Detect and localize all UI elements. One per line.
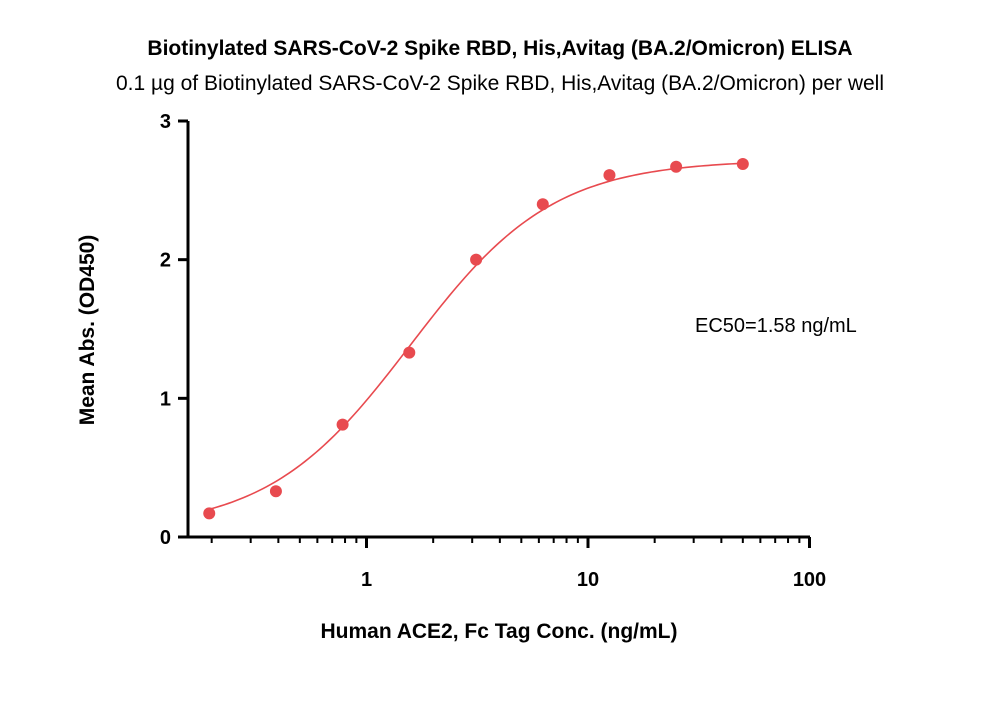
x-axis-label: Human ACE2, Fc Tag Conc. (ng/mL)	[320, 620, 677, 643]
chart-subtitle: 0.1 µg of Biotinylated SARS-CoV-2 Spike …	[116, 72, 884, 95]
data-point	[403, 346, 416, 359]
y-ticks: 0 1 2 3	[160, 111, 188, 549]
ec50-annotation: EC50=1.58 ng/mL	[695, 315, 857, 337]
x-tick-label: 100	[793, 569, 826, 591]
data-point	[470, 253, 483, 266]
fit-curve	[209, 162, 743, 511]
y-tick-label: 2	[160, 250, 171, 272]
data-point	[536, 198, 549, 211]
data-point	[336, 418, 349, 431]
data-point	[203, 507, 216, 520]
x-tick-label: 10	[577, 569, 599, 591]
y-tick-label: 0	[160, 527, 171, 549]
data-point	[736, 157, 749, 170]
x-tick-label: 1	[361, 569, 372, 591]
data-point	[670, 160, 683, 173]
x-ticks: 1 10 100	[210, 537, 826, 591]
chart-title: Biotinylated SARS-CoV-2 Spike RBD, His,A…	[147, 37, 852, 60]
y-tick-label: 3	[160, 111, 171, 133]
y-tick-label: 1	[160, 388, 171, 410]
data-point	[269, 485, 282, 498]
data-point	[603, 169, 616, 182]
data-points	[203, 157, 749, 520]
y-axis-label: Mean Abs. (OD450)	[76, 235, 99, 426]
